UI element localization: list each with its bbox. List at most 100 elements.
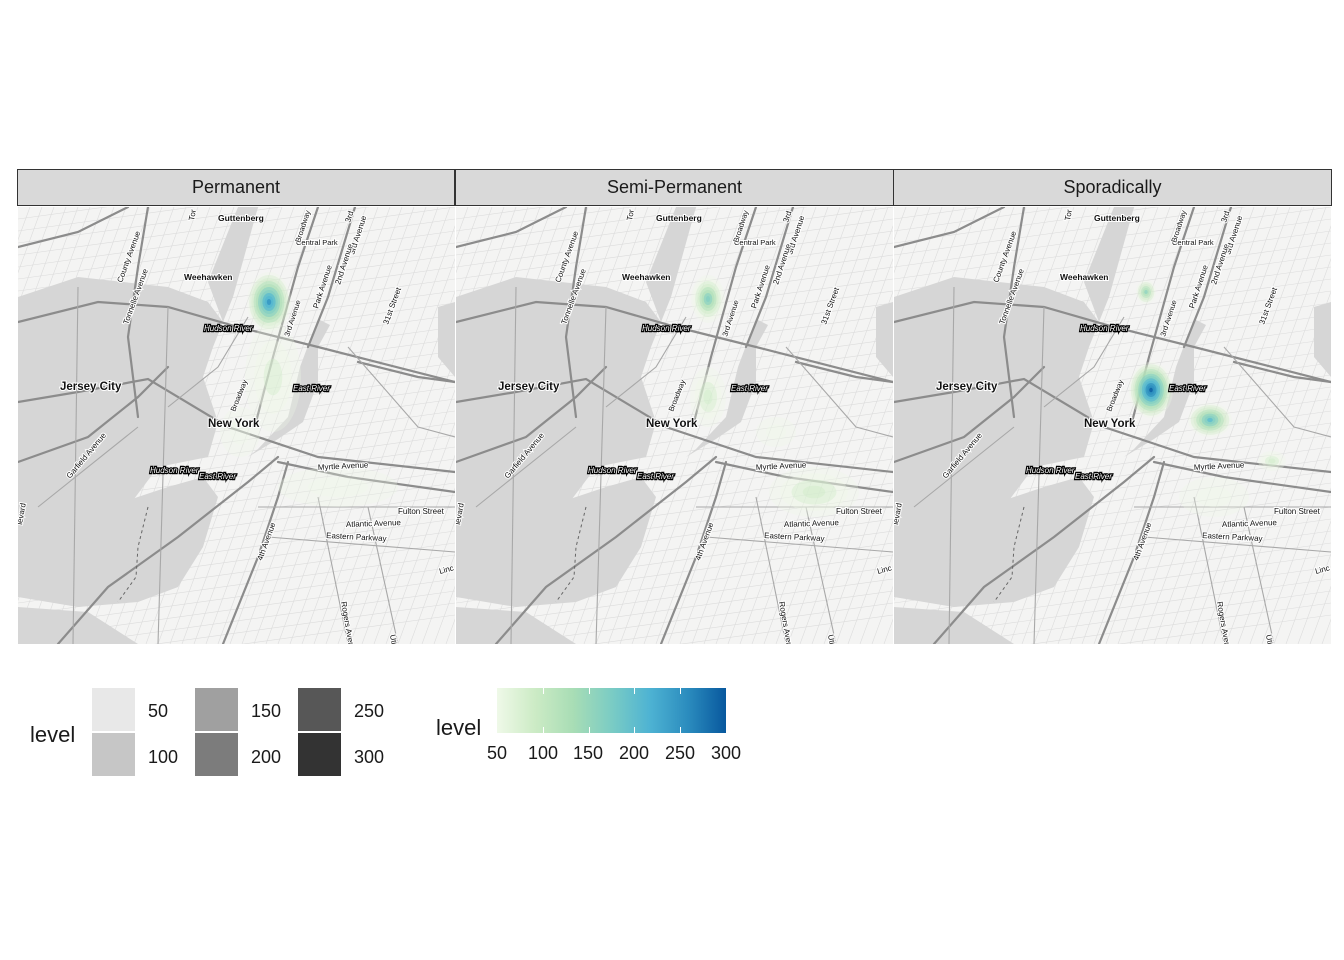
density-contour bbox=[263, 358, 283, 396]
highway-road bbox=[356, 360, 455, 384]
density-contour bbox=[1139, 284, 1153, 300]
map-label: New York bbox=[208, 418, 260, 430]
major-road bbox=[1223, 346, 1331, 438]
density-contour bbox=[220, 407, 260, 457]
flushing-bay-water bbox=[1314, 302, 1331, 377]
east-river-water bbox=[248, 319, 330, 457]
highway-road bbox=[18, 207, 130, 249]
map-label: Weehawken bbox=[184, 272, 233, 282]
colorbar-tick-mark bbox=[542, 688, 544, 694]
major-road bbox=[1043, 316, 1125, 408]
map-label: New York bbox=[646, 418, 698, 430]
map-panel-sporadically: Guttenberg Central Park Weehawken Hudson Ri… bbox=[894, 207, 1331, 644]
major-road bbox=[367, 506, 399, 644]
density-contour bbox=[780, 473, 848, 511]
map-label: Fulton Street bbox=[1274, 507, 1321, 516]
map-label: Tor bbox=[187, 209, 198, 222]
density-contour bbox=[705, 296, 711, 302]
map-label: levard bbox=[456, 502, 466, 525]
highway-road bbox=[744, 207, 795, 349]
map-label: East River bbox=[1169, 384, 1206, 393]
major-road bbox=[948, 286, 955, 644]
density-contour bbox=[230, 419, 250, 445]
map-label: Eastern Parkway bbox=[1202, 531, 1263, 543]
map-label: Central Park bbox=[296, 238, 338, 247]
density-contour bbox=[1149, 387, 1153, 393]
colorbar-tick-mark bbox=[634, 727, 636, 733]
density-contour bbox=[254, 340, 292, 414]
upper-bay-water bbox=[894, 277, 1099, 567]
highway-road bbox=[456, 365, 608, 464]
density-contour bbox=[690, 367, 726, 427]
map-label: Eastern Parkway bbox=[764, 531, 825, 543]
hackensack-water bbox=[456, 347, 486, 382]
major-road bbox=[1193, 496, 1225, 644]
legend-key-100 bbox=[92, 733, 135, 776]
major-road bbox=[72, 286, 79, 644]
legend-label-50: 50 bbox=[148, 701, 169, 721]
density-layer bbox=[220, 272, 398, 507]
map-label: Guttenberg bbox=[656, 213, 702, 223]
map-label: Jersey City bbox=[60, 381, 122, 393]
highway-road bbox=[18, 377, 455, 474]
density-contour bbox=[699, 382, 717, 412]
highway-road bbox=[1152, 460, 1331, 494]
legend-label-250: 250 bbox=[354, 701, 385, 721]
legend-key-50 bbox=[92, 688, 135, 731]
density-contour bbox=[802, 485, 826, 499]
bay-water bbox=[18, 607, 138, 644]
colorbar-tick-mark bbox=[680, 727, 682, 733]
highway-road bbox=[221, 460, 290, 644]
map-label: Guttenberg bbox=[1094, 213, 1140, 223]
legend-key-250 bbox=[298, 688, 341, 731]
highway-road bbox=[894, 300, 1331, 384]
density-contour bbox=[1265, 456, 1279, 466]
map-label: Hudson River bbox=[1026, 466, 1075, 475]
major-road bbox=[755, 496, 787, 644]
map-label: New York bbox=[1084, 418, 1136, 430]
map-label: East River bbox=[731, 384, 768, 393]
map-label: Guttenberg bbox=[218, 213, 264, 223]
colorbar-tick-mark bbox=[588, 688, 590, 694]
density-contour bbox=[1142, 288, 1150, 296]
highway-road bbox=[1097, 460, 1166, 644]
major-road bbox=[1243, 506, 1275, 644]
highway-road bbox=[276, 460, 455, 494]
map-label: Hudson River bbox=[150, 466, 199, 475]
fill-colorbar bbox=[497, 688, 726, 733]
map-label: Hudson River bbox=[204, 324, 253, 333]
facet-strip-semi-permanent: Semi-Permanent bbox=[455, 169, 894, 206]
map-label: Atlantic Avenue bbox=[1222, 518, 1278, 529]
density-contour bbox=[756, 417, 796, 447]
map-label: Atlantic Avenue bbox=[346, 518, 402, 529]
map-panel-semi-permanent: Guttenberg Central Park Weehawken Hudson Ri… bbox=[456, 207, 893, 644]
density-contour bbox=[278, 467, 398, 507]
density-contour bbox=[266, 299, 272, 305]
major-road bbox=[705, 536, 893, 553]
density-contour bbox=[1137, 282, 1155, 302]
major-road bbox=[1143, 536, 1331, 553]
highway-road bbox=[692, 207, 758, 424]
major-road bbox=[157, 306, 169, 644]
legend-key-300 bbox=[298, 733, 341, 776]
highway-road bbox=[1002, 207, 1026, 419]
density-contour bbox=[245, 322, 301, 432]
major-road bbox=[1033, 306, 1045, 644]
colorbar-tick-label: 100 bbox=[527, 743, 559, 763]
map-panel-permanent: Guttenberg Central Park Weehawken Hudson Ri… bbox=[18, 207, 455, 644]
east-river-water bbox=[1124, 319, 1206, 457]
density-layer bbox=[690, 275, 859, 517]
map-label: Hudson River bbox=[588, 466, 637, 475]
highway-road bbox=[714, 460, 893, 494]
major-road bbox=[347, 346, 455, 438]
major-road bbox=[605, 316, 687, 408]
major-road bbox=[317, 496, 349, 644]
flushing-bay-water bbox=[876, 302, 893, 377]
highway-road bbox=[456, 377, 893, 474]
boundary-line bbox=[993, 506, 1025, 603]
boundary-line bbox=[117, 506, 149, 603]
highway-road bbox=[254, 207, 320, 424]
major-road bbox=[805, 506, 837, 644]
density-contour bbox=[1207, 417, 1213, 423]
legend-label-300: 300 bbox=[354, 747, 385, 767]
